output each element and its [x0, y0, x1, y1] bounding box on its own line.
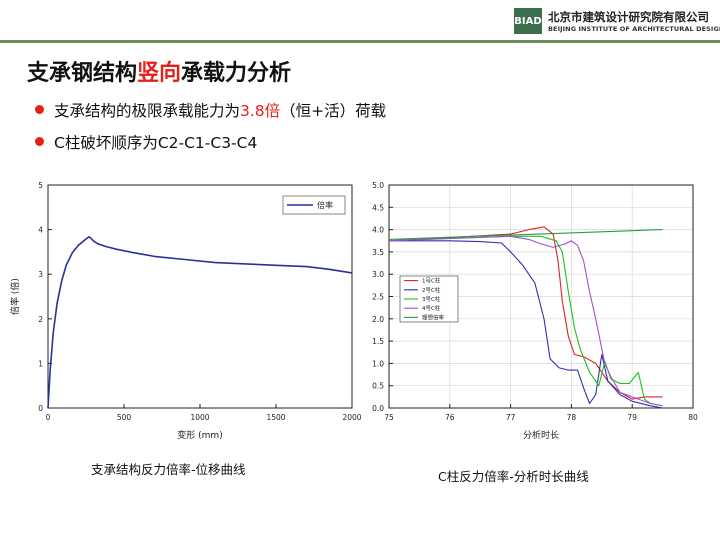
x-tick-label: 79 [627, 413, 637, 422]
x-tick-label: 77 [506, 413, 516, 422]
series-line [388, 235, 663, 407]
x-tick-label: 1000 [190, 413, 209, 422]
header: BIAD 北京市建筑设计研究院有限公司 BEIJING INSTITUTE OF… [0, 0, 720, 44]
title-part2: 承载力分析 [181, 61, 292, 86]
logo-company-name-en: BEIJING INSTITUTE OF ARCHITECTURAL DESIG… [548, 25, 720, 33]
bullet-capacity: 支承结构的极限承载能力为3.8倍（恒+活）荷载 [35, 99, 386, 121]
x-tick-label: 500 [117, 413, 132, 422]
bullet-text: 支承结构的极限承载能力为 [54, 102, 241, 120]
legend-label: 理想倍率 [422, 313, 445, 321]
x-axis-label: 变形 (mm) [177, 429, 222, 441]
legend-label: 4号C柱 [422, 304, 441, 312]
x-tick-label: 78 [567, 413, 577, 422]
y-tick-label: 2 [38, 315, 43, 324]
y-tick-label: 3.5 [372, 248, 384, 257]
bullet-dot-icon [35, 105, 44, 114]
y-tick-label: 2.5 [372, 293, 384, 302]
caption-left: 支承结构反力倍率-位移曲线 [91, 462, 246, 477]
biad-logo: BIAD [514, 8, 542, 34]
y-tick-label: 4.0 [372, 226, 384, 235]
title-part1: 支承钢结构 [27, 61, 138, 86]
x-tick-label: 75 [384, 413, 394, 422]
series-line [388, 235, 663, 407]
legend-label: 2号C柱 [422, 286, 441, 294]
y-tick-label: 1.5 [372, 337, 384, 346]
y-tick-label: 3 [38, 270, 43, 279]
series-line [47, 235, 353, 409]
y-tick-label: 3.0 [372, 270, 384, 279]
y-tick-label: 1 [38, 359, 43, 368]
bullet-dot-icon [35, 137, 44, 146]
y-tick-label: 4.5 [372, 203, 384, 212]
title-highlight: 竖向 [137, 61, 182, 86]
x-tick-label: 0 [46, 413, 51, 422]
header-divider [0, 40, 720, 43]
logo-company-name: 北京市建筑设计研究院有限公司 [548, 10, 709, 24]
slide-title: 支承钢结构竖向承载力分析 [27, 55, 291, 87]
y-axis-label: 倍率 (倍) [9, 278, 21, 315]
plot-frame [47, 184, 353, 409]
y-tick-label: 5.0 [372, 181, 384, 190]
bullet-text-tail: （恒+活）荷载 [280, 102, 387, 120]
x-tick-label: 80 [688, 413, 698, 422]
y-tick-label: 0.5 [372, 382, 384, 391]
x-tick-label: 1500 [266, 413, 285, 422]
y-tick-label: 5 [38, 181, 43, 190]
y-tick-label: 2.0 [372, 315, 384, 324]
y-tick-label: 0 [38, 404, 43, 413]
series-line [388, 229, 663, 240]
legend-label: 1号C柱 [422, 277, 441, 285]
logo-abbr: BIAD [514, 15, 542, 27]
x-axis-label: 分析时长 [523, 429, 559, 441]
bullet-text: C柱破坏顺序为C2-C1-C3-C4 [54, 134, 258, 152]
legend-box [282, 195, 346, 215]
y-tick-label: 4 [38, 226, 43, 235]
x-tick-label: 76 [445, 413, 455, 422]
bullet-highlight: 3.8倍 [240, 102, 281, 120]
y-tick-label: 1.0 [372, 359, 384, 368]
series-line [389, 240, 663, 409]
series-line [388, 226, 663, 400]
legend-label: 倍率 [317, 200, 333, 210]
bullet-failure-order: C柱破坏顺序为C2-C1-C3-C4 [35, 131, 257, 153]
legend-label: 3号C柱 [422, 295, 441, 303]
y-tick-label: 0.0 [372, 404, 384, 413]
caption-right: C柱反力倍率-分析时长曲线 [438, 469, 589, 484]
x-tick-label: 2000 [342, 413, 361, 422]
